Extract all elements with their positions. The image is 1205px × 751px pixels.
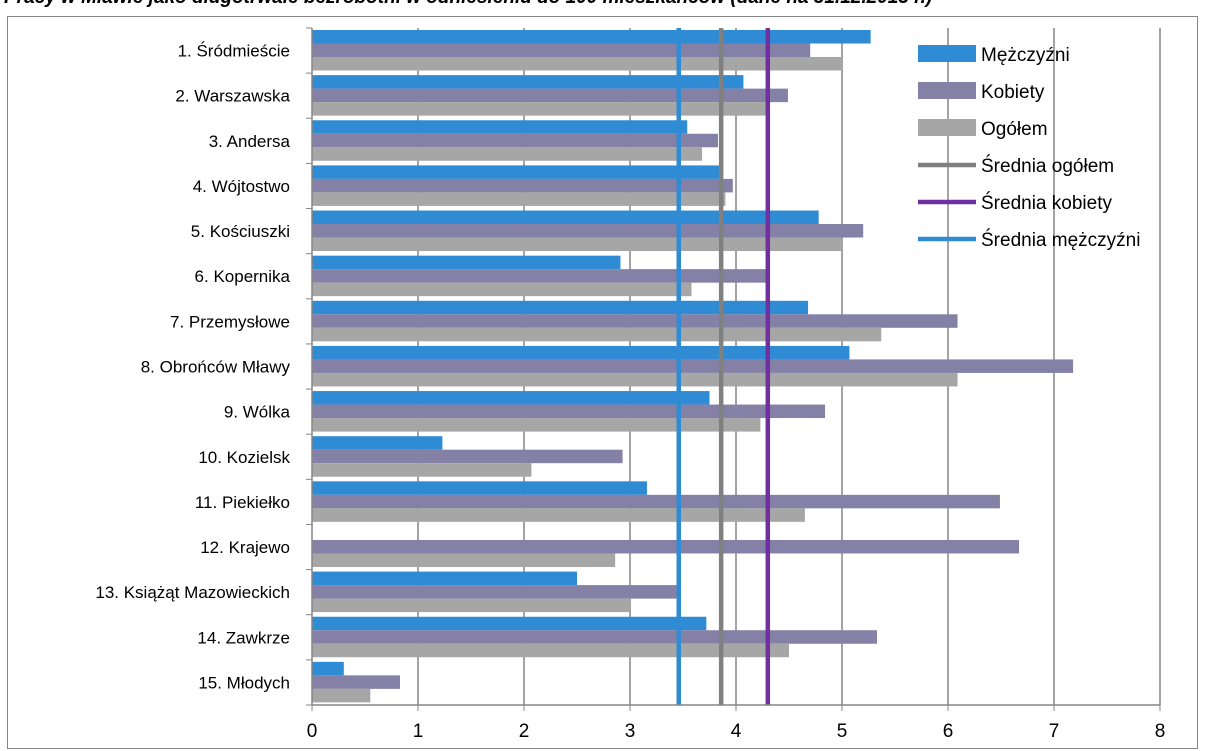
- bar: [312, 661, 344, 676]
- category-label: 9. Wólka: [224, 403, 291, 422]
- legend-label: Średnia ogółem: [981, 155, 1114, 177]
- legend: Mężczyźni Kobiety Ogółem Średnia ogółem Śred…: [918, 45, 1140, 251]
- bar: [312, 436, 443, 450]
- bar: [312, 418, 761, 432]
- bar: [312, 494, 1000, 509]
- bar: [312, 553, 616, 567]
- x-tick-label: 7: [1049, 721, 1060, 742]
- bar: [312, 327, 882, 342]
- bar: [312, 30, 871, 44]
- x-tick-label: 3: [625, 721, 636, 742]
- category-label: 14. Zawkrze: [197, 628, 290, 647]
- bar: [312, 539, 1020, 554]
- bar: [312, 508, 805, 522]
- bar: [312, 675, 400, 689]
- bar: [312, 404, 826, 419]
- legend-swatch: [918, 119, 976, 136]
- category-label: 12. Krajewo: [200, 538, 290, 557]
- bar: [312, 120, 688, 134]
- category-label: 1. Śródmieście: [178, 42, 290, 61]
- bar: [312, 165, 720, 179]
- legend-label: Kobiety: [981, 82, 1045, 103]
- x-tick-label: 4: [731, 721, 742, 742]
- legend-label: Mężczyźni: [981, 45, 1070, 66]
- bar: [312, 269, 770, 283]
- legend-label: Średnia mężczyźni: [981, 229, 1140, 251]
- bar: [312, 75, 744, 89]
- bar: [312, 391, 710, 405]
- bar: [312, 616, 707, 631]
- bar: [312, 345, 850, 360]
- bar: [312, 255, 621, 270]
- bar: [312, 88, 788, 103]
- bar: [312, 598, 630, 613]
- x-tick-label: 0: [307, 721, 318, 742]
- bar: [312, 585, 677, 599]
- x-tick-label: 6: [943, 721, 954, 742]
- bar: [312, 147, 703, 161]
- category-label: 6. Kopernika: [195, 267, 291, 286]
- bar: [312, 224, 864, 238]
- legend-swatch: [918, 82, 976, 99]
- category-label: 13. Książąt Mazowieckich: [95, 583, 290, 602]
- bar: [312, 210, 819, 225]
- chart-title: Pracy w Mławie jako długotrwale bezrobot…: [4, 0, 1204, 9]
- category-label: 4. Wójtostwo: [193, 177, 290, 196]
- category-label: 5. Kościuszki: [191, 222, 290, 241]
- bar: [312, 481, 647, 495]
- legend-label: Ogółem: [981, 119, 1048, 140]
- bar: [312, 178, 733, 193]
- axes: 1. Śródmieście 2. Warszawska 3. Andersa 4. …: [95, 27, 1166, 742]
- bar: [312, 314, 958, 328]
- category-label: 10. Kozielsk: [198, 448, 290, 467]
- category-label: 8. Obrońców Mławy: [141, 358, 291, 377]
- x-tick-label: 8: [1155, 721, 1166, 742]
- reference-lines: [676, 28, 771, 705]
- bar: [312, 463, 532, 477]
- category-label: 11. Piekiełko: [195, 493, 290, 512]
- legend-swatch: [918, 45, 976, 62]
- bar: [312, 300, 809, 315]
- chart-border: [7, 16, 1198, 749]
- bar: [312, 237, 841, 252]
- bar: [312, 643, 789, 658]
- legend-label: Średnia kobiety: [981, 192, 1112, 214]
- bar: [312, 359, 1074, 373]
- bar: [312, 688, 371, 703]
- bar: [312, 372, 958, 387]
- bar: [312, 57, 842, 71]
- category-label: 2. Warszawska: [175, 87, 290, 106]
- x-tick-label: 2: [519, 721, 530, 742]
- category-label: 7. Przemysłowe: [170, 312, 290, 331]
- bar: [312, 449, 623, 464]
- x-tick-label: 5: [837, 721, 848, 742]
- bar: [312, 630, 877, 644]
- bar: [312, 192, 726, 206]
- bar: [312, 102, 766, 116]
- category-label: 3. Andersa: [209, 132, 291, 151]
- bar: [312, 43, 811, 57]
- category-label: 15. Młodych: [198, 673, 290, 692]
- x-tick-label: 1: [413, 721, 424, 742]
- bar: [312, 133, 718, 148]
- bar: [312, 282, 692, 297]
- bars: [312, 30, 1074, 703]
- bar: [312, 571, 577, 586]
